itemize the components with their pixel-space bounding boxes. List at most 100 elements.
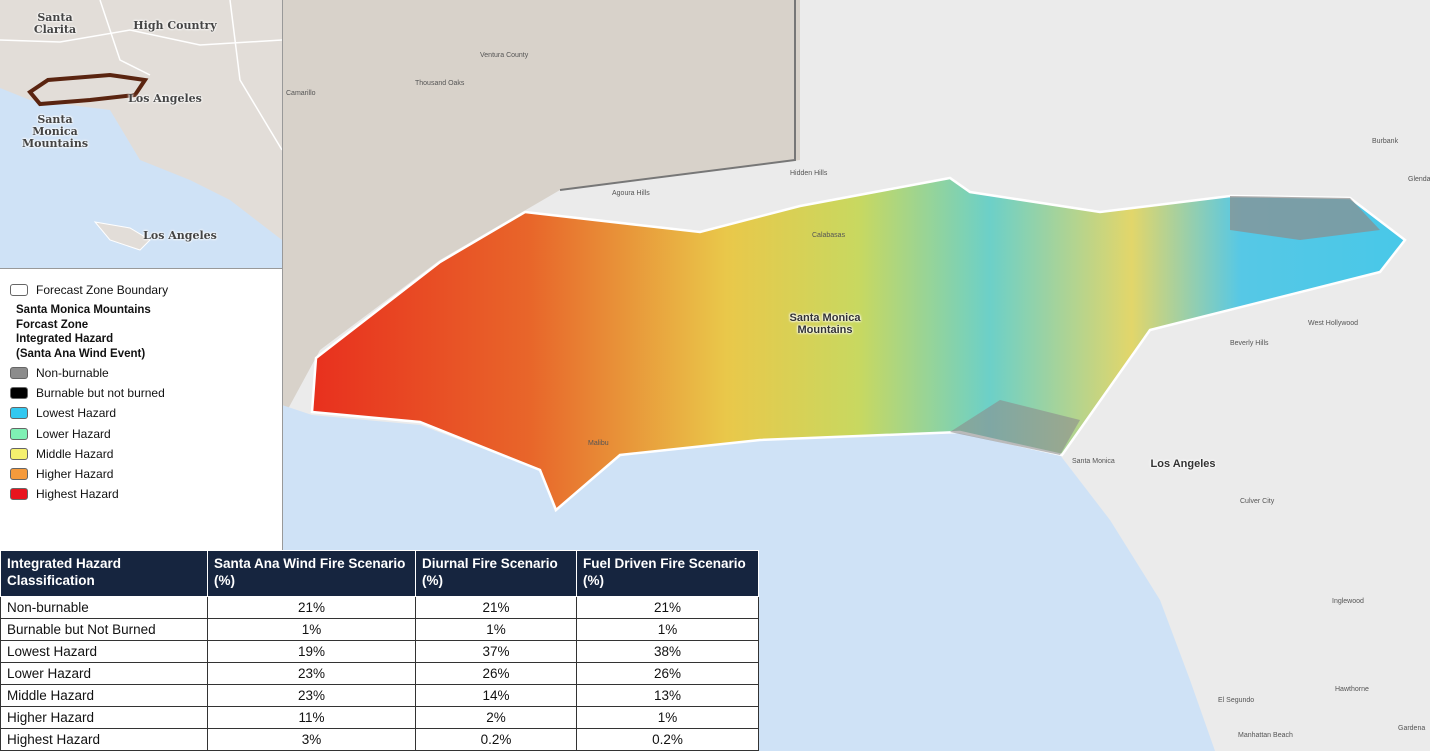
inset-label: High Country bbox=[133, 19, 217, 32]
table-cell: 13% bbox=[576, 684, 759, 707]
map-label: Beverly Hills bbox=[1230, 340, 1269, 347]
map-label: Hawthorne bbox=[1335, 686, 1369, 693]
table-cell: 19% bbox=[207, 640, 416, 663]
forecast-zone bbox=[310, 176, 1407, 513]
inset-map: Santa Clarita High Country Los Angeles Sant… bbox=[0, 0, 283, 269]
map-label: El Segundo bbox=[1218, 697, 1255, 704]
inset-label: Santa Monica Mountains bbox=[21, 113, 89, 150]
table-body: Non-burnable 21% 21% 21% Burnable but Not Bu… bbox=[0, 596, 759, 751]
legend-swatch bbox=[10, 367, 28, 379]
table-cell: 1% bbox=[207, 618, 416, 641]
map-label-major: Santa Monica Mountains bbox=[789, 312, 861, 336]
table-cell: Lowest Hazard bbox=[0, 640, 208, 663]
legend-label: Forecast Zone Boundary bbox=[36, 283, 169, 297]
legend-item: Higher Hazard bbox=[10, 467, 113, 481]
table-cell: 37% bbox=[415, 640, 577, 663]
legend-item: Highest Hazard bbox=[10, 487, 119, 501]
inset-zone bbox=[27, 72, 149, 107]
table-cell: 2% bbox=[415, 706, 577, 729]
table-cell: Higher Hazard bbox=[0, 706, 208, 729]
hazard-table: Integrated Hazard Classification Santa An… bbox=[0, 550, 759, 751]
map-label-major: Los Angeles bbox=[1150, 458, 1216, 470]
inset-label: Los Angeles bbox=[128, 92, 202, 105]
legend-title-line: (Santa Ana Wind Event) bbox=[16, 347, 146, 360]
legend-title-line: Santa Monica Mountains bbox=[16, 304, 151, 316]
table-header: Integrated Hazard Classification Santa An… bbox=[0, 550, 759, 597]
inset-label: Los Angeles bbox=[143, 229, 217, 242]
legend-label: Lower Hazard bbox=[36, 426, 111, 441]
legend-label: Middle Hazard bbox=[36, 446, 114, 461]
table-cell: 1% bbox=[576, 618, 759, 641]
map-label: Culver City bbox=[1240, 498, 1275, 505]
table-cell: 1% bbox=[415, 618, 577, 641]
table-cell: 21% bbox=[576, 596, 759, 619]
table-cell: 0.2% bbox=[415, 728, 577, 751]
legend-swatch bbox=[10, 468, 28, 480]
map-label: Ventura County bbox=[480, 52, 529, 59]
table-header-cell: Fuel Driven Fire Scenario (%) bbox=[576, 550, 759, 597]
inset-map-art bbox=[0, 0, 282, 268]
legend-item: Burnable but not burned bbox=[10, 386, 165, 400]
table-cell: 21% bbox=[415, 596, 577, 619]
inset-ocean bbox=[0, 88, 282, 268]
legend: Forecast Zone Boundary Santa Monica Moun… bbox=[0, 269, 283, 550]
legend-item: Middle Hazard bbox=[10, 447, 113, 461]
table-cell: 1% bbox=[576, 706, 759, 729]
table-header-cell: Diurnal Fire Scenario (%) bbox=[415, 550, 577, 597]
legend-title-line: Integrated Hazard bbox=[16, 333, 114, 345]
non-burnable-area bbox=[1230, 196, 1380, 240]
map-label: Hidden Hills bbox=[790, 170, 828, 177]
map-label: Thousand Oaks bbox=[415, 80, 465, 87]
table-cell: 26% bbox=[415, 662, 577, 685]
table-row: Non-burnable 21% 21% 21% bbox=[0, 596, 759, 619]
map-label: Santa Monica bbox=[1072, 458, 1115, 465]
map-label: Glendale bbox=[1408, 176, 1430, 183]
map-label: Calabasas bbox=[812, 232, 846, 239]
table-row: Highest Hazard 3% 0.2% 0.2% bbox=[0, 728, 759, 751]
table-cell: 11% bbox=[207, 706, 416, 729]
map-label: Inglewood bbox=[1332, 598, 1364, 605]
legend-swatch bbox=[10, 387, 28, 400]
table-cell: 38% bbox=[576, 640, 759, 663]
legend-label: Lowest Hazard bbox=[36, 406, 117, 421]
table-cell: 21% bbox=[207, 596, 416, 619]
legend-label: Burnable but not burned bbox=[36, 386, 165, 401]
map-label: Agoura Hills bbox=[612, 190, 650, 197]
legend-boundary: Forecast Zone Boundary bbox=[10, 283, 168, 297]
hills bbox=[282, 0, 800, 420]
legend-label: Higher Hazard bbox=[36, 467, 114, 481]
legend-swatch bbox=[10, 447, 28, 460]
table-row: Higher Hazard 11% 2% 1% bbox=[0, 706, 759, 729]
legend-swatch bbox=[10, 284, 28, 296]
map-label: Manhattan Beach bbox=[1238, 732, 1293, 739]
table-header-cell: Santa Ana Wind Fire Scenario (%) bbox=[207, 550, 416, 597]
legend-swatch bbox=[10, 427, 28, 440]
legend-title: Santa Monica Mountains Forcast Zone Integr… bbox=[16, 303, 151, 361]
inset-boundaries bbox=[0, 0, 282, 151]
legend-title-line: Forcast Zone bbox=[16, 318, 89, 331]
legend-swatch bbox=[10, 488, 28, 501]
non-burnable-area bbox=[950, 400, 1080, 455]
county-boundary bbox=[559, 0, 796, 191]
table-cell: Burnable but Not Burned bbox=[0, 618, 208, 641]
table-row: Lower Hazard 23% 26% 26% bbox=[0, 662, 759, 685]
table-cell: Lower Hazard bbox=[0, 662, 208, 685]
legend-label: Highest Hazard bbox=[36, 487, 119, 502]
map-label: Malibu bbox=[588, 440, 609, 447]
table-cell: 23% bbox=[207, 684, 416, 707]
table-cell: 26% bbox=[576, 662, 759, 685]
legend-swatch bbox=[10, 407, 28, 420]
legend-item: Lower Hazard bbox=[10, 427, 111, 441]
legend-item: Lowest Hazard bbox=[10, 406, 116, 420]
table-cell: 0.2% bbox=[576, 728, 759, 751]
table-cell: Middle Hazard bbox=[0, 684, 208, 707]
table-row: Lowest Hazard 19% 37% 38% bbox=[0, 640, 759, 663]
inset-island bbox=[93, 221, 151, 251]
table-cell: Non-burnable bbox=[0, 596, 208, 619]
inset-label: Santa Clarita bbox=[33, 11, 77, 36]
legend-item: Non-burnable bbox=[10, 366, 109, 380]
table-cell: 23% bbox=[207, 662, 416, 685]
table-header-cell: Integrated Hazard Classification bbox=[0, 550, 208, 597]
map-label: Camarillo bbox=[286, 90, 316, 97]
